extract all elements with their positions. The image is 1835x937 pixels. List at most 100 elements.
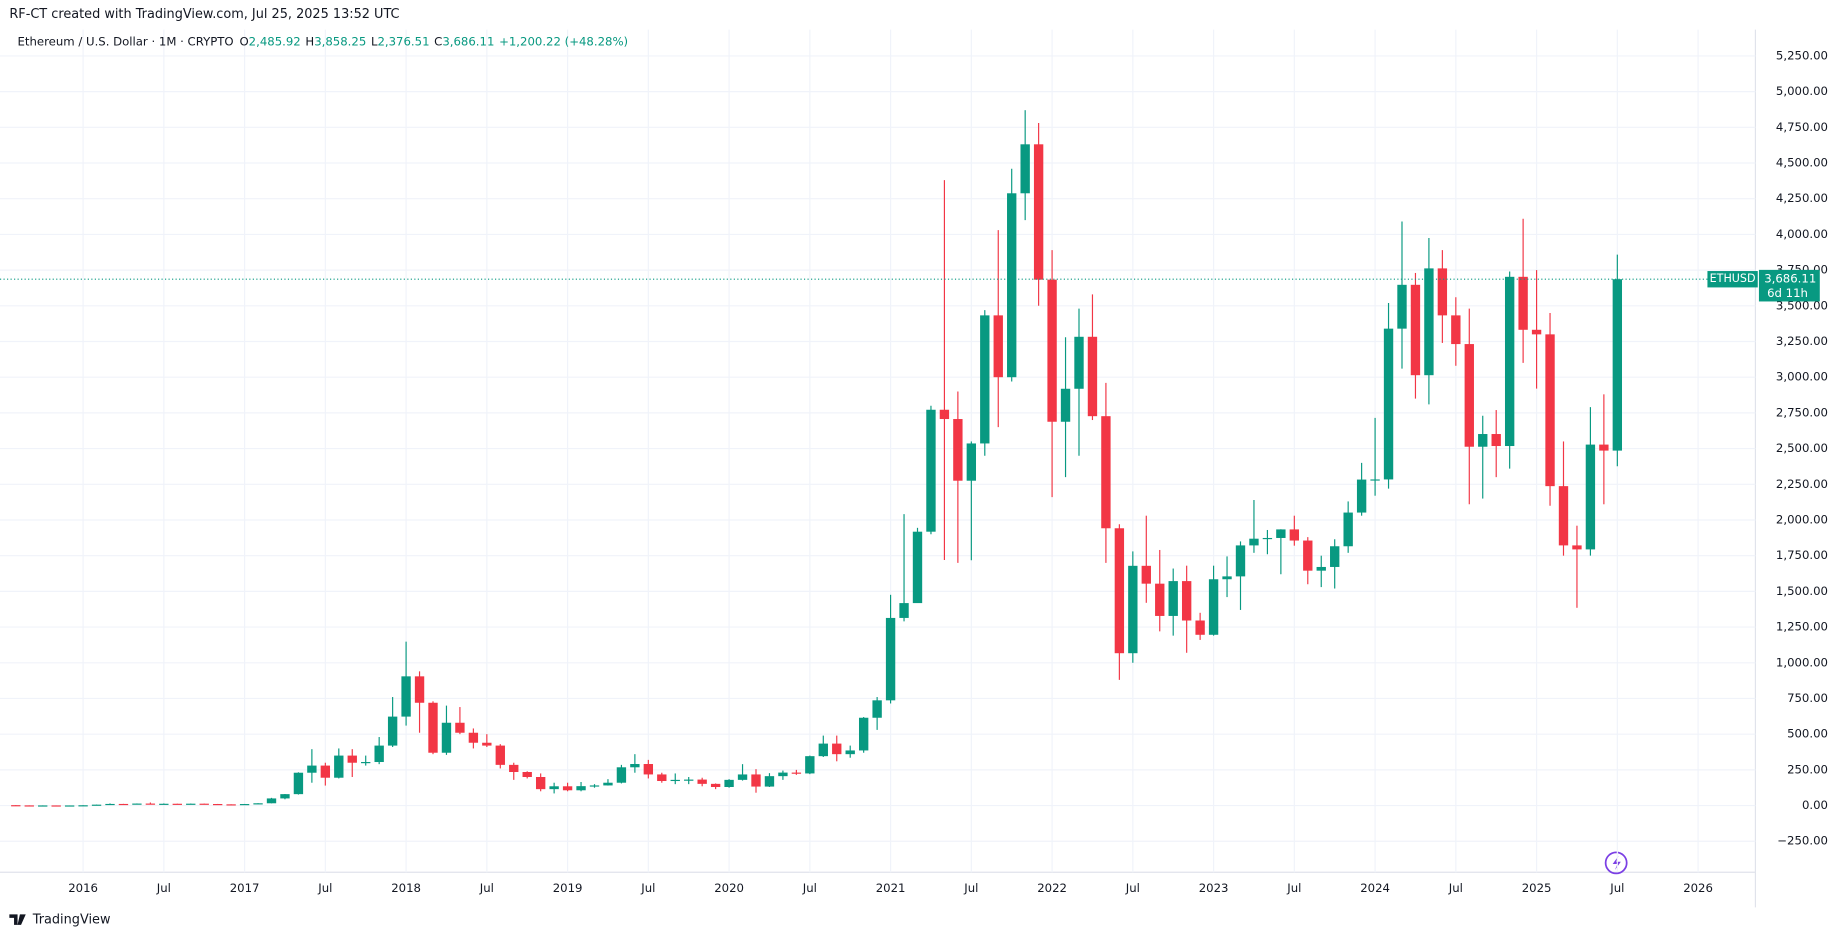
x-tick-label: Jul [156, 881, 171, 895]
candle-body [468, 732, 479, 743]
candle-body [78, 805, 88, 807]
candle-body [495, 745, 505, 765]
candle-body [1249, 538, 1259, 546]
candle-body [953, 419, 963, 481]
x-tick-label: 2025 [1522, 881, 1552, 895]
candle-body [1356, 479, 1367, 513]
candle-body [805, 756, 815, 774]
y-tick-label: 1,000.00 [1776, 655, 1828, 669]
candle-body [1558, 486, 1569, 546]
candle-body [118, 803, 129, 806]
y-tick-label: 4,250.00 [1776, 191, 1828, 205]
y-tick-label: 4,750.00 [1776, 120, 1828, 134]
candle-body [1612, 279, 1623, 451]
y-tick-label: 4,000.00 [1776, 227, 1828, 241]
candle-body [818, 743, 828, 757]
candle-body [603, 782, 613, 786]
candle-body [1101, 416, 1111, 529]
candle-body [1033, 144, 1044, 280]
candle-body [791, 772, 802, 774]
x-tick-label: 2018 [391, 881, 421, 895]
legend-symbol: Ethereum / U.S. Dollar · 1M · CRYPTO [18, 34, 234, 48]
candle-body [966, 443, 977, 481]
candle-body [1572, 545, 1582, 550]
candle-body [1155, 583, 1165, 616]
y-tick-label: 250.00 [1787, 762, 1828, 776]
candle-body [1222, 576, 1232, 580]
candle-body [980, 315, 990, 444]
legend-key: C [434, 34, 442, 48]
legend-value: 2,376.51 [377, 34, 429, 48]
candle-body [1289, 529, 1300, 541]
candle-body [455, 722, 465, 733]
candle-body [51, 805, 61, 807]
candle-body [1047, 279, 1057, 422]
candle-body [993, 315, 1003, 378]
candle-body [387, 716, 398, 746]
x-tick-label: 2017 [230, 881, 260, 895]
candle-body [1141, 565, 1151, 584]
candle-body [239, 804, 250, 806]
candle-body [172, 803, 182, 805]
candle-body [1303, 540, 1313, 571]
y-tick-label: 2,250.00 [1776, 477, 1828, 491]
candle-body [845, 750, 855, 755]
legend-value: 3,686.11 [442, 34, 494, 48]
x-tick-label: Jul [802, 881, 817, 895]
candle-body [253, 803, 263, 805]
x-tick-label: 2021 [876, 881, 906, 895]
candle-body [1208, 579, 1219, 635]
candle-body [657, 774, 667, 782]
candle-body [1087, 336, 1098, 417]
y-tick-label: 5,000.00 [1776, 84, 1828, 98]
candle-body [1545, 334, 1555, 487]
candle-body [1074, 336, 1084, 389]
legend-key: H [305, 34, 314, 48]
candle-body [428, 702, 438, 753]
y-tick-label: 500.00 [1787, 727, 1828, 741]
candle-body [401, 676, 411, 717]
candle-body [11, 805, 21, 807]
y-tick-label: −250.00 [1777, 834, 1828, 848]
x-tick-label: 2024 [1360, 881, 1390, 895]
candle-body [145, 803, 156, 805]
candle-body [159, 803, 169, 805]
y-tick-label: 1,750.00 [1776, 548, 1828, 562]
candle-body [1397, 284, 1407, 329]
x-tick-label: 2022 [1037, 881, 1067, 895]
candle-body [374, 745, 384, 763]
candle-body [1424, 268, 1434, 376]
candle-body [199, 803, 209, 805]
legend-value: 2,485.92 [249, 34, 301, 48]
candle-body [630, 764, 640, 768]
candle-body [482, 742, 492, 746]
candle-body [1531, 329, 1542, 335]
candle-body [266, 798, 277, 804]
candle-body [1437, 268, 1448, 316]
candle-body [1410, 284, 1421, 376]
candle-body [616, 767, 627, 783]
candle-body [414, 676, 425, 703]
countdown-text: 6d 11h [1767, 286, 1808, 300]
candle-body [1060, 388, 1071, 422]
legend: Ethereum / U.S. Dollar · 1M · CRYPTO O2,4… [18, 34, 629, 48]
candle-body [724, 779, 734, 788]
candle-body [737, 774, 748, 780]
header: RF-CT created with TradingView.com, Jul … [9, 7, 399, 22]
candle-body [589, 785, 600, 787]
candle-body [1168, 581, 1178, 616]
candle-body [105, 803, 115, 806]
candle-body [441, 722, 452, 753]
candle-body [1478, 434, 1488, 447]
candle-body [347, 755, 357, 763]
y-tick-label: 750.00 [1787, 691, 1828, 705]
x-tick-label: 2020 [714, 881, 744, 895]
candle-body [24, 805, 34, 807]
candle-body [91, 804, 102, 806]
candle-body [132, 803, 142, 805]
candle-body [293, 772, 304, 795]
y-tick-label: 3,000.00 [1776, 370, 1828, 384]
price-tag-text: 3,686.11 [1764, 272, 1816, 286]
